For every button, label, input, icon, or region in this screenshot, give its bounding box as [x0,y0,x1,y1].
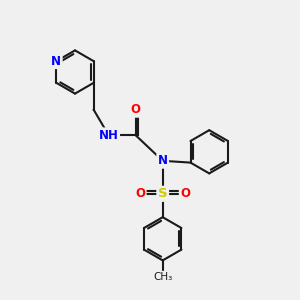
Text: N: N [158,154,168,167]
Text: CH₃: CH₃ [153,272,172,282]
Text: S: S [158,187,167,200]
Text: O: O [135,187,145,200]
Text: N: N [51,55,61,68]
Text: NH: NH [99,129,118,142]
Text: O: O [180,187,190,200]
Text: O: O [131,103,141,116]
